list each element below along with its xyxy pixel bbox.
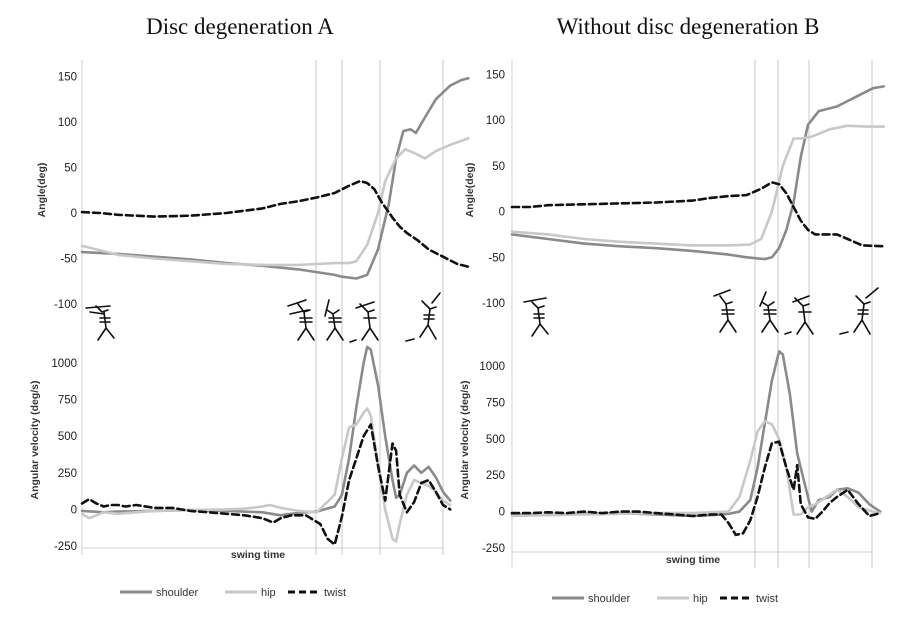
golfer-figure-a-down [324, 299, 344, 341]
legend-label-hip: hip [261, 587, 276, 599]
velocity-tick-label: -250 [54, 541, 77, 553]
panel-b: Without disc degeneration B 150100500-50… [459, 14, 886, 568]
velocity-series-hip [80, 407, 452, 543]
golfer-illustrations-b [523, 287, 879, 337]
velocity-tick-label: 750 [58, 395, 77, 407]
xlabel-a: swing time [231, 549, 285, 561]
velocity-tick-label: 0 [499, 507, 505, 519]
panel-title-a: Disc degeneration A [146, 14, 334, 39]
angle-tick-label: 150 [486, 70, 505, 82]
angle-tick-label: -100 [54, 299, 77, 311]
legend-label-hip: hip [693, 593, 708, 605]
angle-series-twist [510, 181, 886, 248]
velocity-series-twist [80, 423, 452, 546]
legend-b: shoulder hip twist [552, 593, 778, 605]
velocity-tick-label: 500 [58, 431, 77, 443]
legend-label-twist: twist [324, 587, 346, 599]
velocity-series-shoulder [510, 350, 882, 518]
xlabel-b: swing time [666, 554, 720, 566]
angle-series-hip [510, 124, 886, 247]
velocity-tick-label: 1000 [479, 361, 505, 373]
velocity-tick-label: 250 [58, 468, 77, 480]
velocity-tick-label: -250 [482, 543, 505, 555]
angle-series-hip [80, 137, 470, 267]
angle-tick-label: 150 [58, 72, 77, 84]
velocity-tick-label: 0 [71, 504, 77, 516]
velocity-tick-label: 250 [486, 470, 505, 482]
panel-title-b: Without disc degeneration B [557, 14, 820, 39]
angle-tick-label: -50 [60, 254, 77, 266]
golfer-figure-b-top [713, 289, 737, 333]
angle-tick-label: 0 [499, 207, 505, 219]
golfer-figure-a-impact [349, 301, 379, 343]
golfer-figure-a-finish [405, 292, 441, 342]
velocity-series-shoulder [80, 345, 452, 517]
velocity-ylabel-b: Angular velocity (deg/s) [459, 380, 471, 499]
angle-tick-label: 50 [492, 161, 505, 173]
angle-tick-label: 100 [486, 115, 505, 127]
angle-ylabel-a: Angle(deg) [36, 163, 48, 218]
angle-series-shoulder [510, 85, 886, 261]
angle-ylabel-b: Angle(deg) [464, 163, 476, 218]
angle-tick-label: 0 [71, 208, 77, 220]
legend-label-shoulder: shoulder [156, 587, 199, 599]
angle-tick-label: 100 [58, 117, 77, 129]
legend-label-shoulder: shoulder [588, 593, 631, 605]
velocity-ylabel-a: Angular velocity (deg/s) [29, 380, 41, 499]
legend-label-twist: twist [756, 593, 778, 605]
golfer-illustrations-a [85, 292, 441, 343]
golfer-figure-b-down [759, 291, 779, 333]
angle-series-twist [80, 179, 470, 268]
velocity-series-hip [510, 420, 882, 518]
golfer-figure-b-impact [784, 295, 814, 335]
velocity-tick-label: 1000 [51, 358, 77, 370]
angle-series-shoulder [80, 77, 470, 280]
angle-tick-label: 50 [64, 163, 77, 175]
golfer-figure-a-address [85, 305, 115, 341]
golfer-figure-b-address [523, 297, 549, 337]
golfer-figure-b-finish [839, 287, 879, 335]
velocity-tick-label: 750 [486, 397, 505, 409]
velocity-tick-label: 500 [486, 434, 505, 446]
angle-tick-label: -100 [482, 298, 505, 310]
velocity-series-twist [510, 440, 882, 537]
golfer-figure-a-top [287, 299, 315, 341]
angle-tick-label: -50 [488, 252, 505, 264]
legend-a: shoulder hip twist [120, 587, 346, 599]
